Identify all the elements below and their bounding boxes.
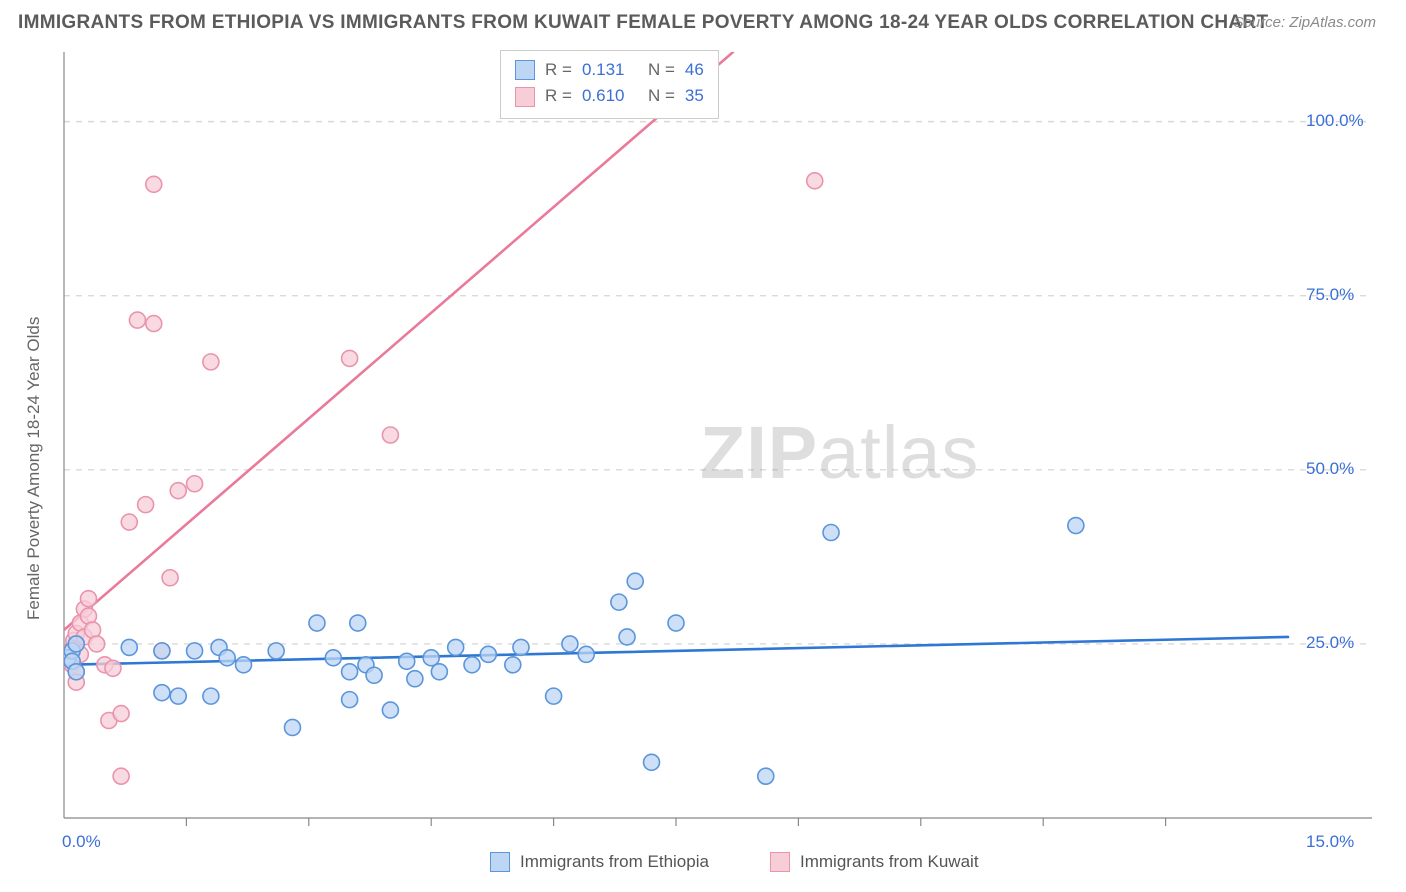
n-label: N = [648,57,675,83]
y-tick-label: 100.0% [1306,111,1364,131]
r-value: 0.131 [582,57,638,83]
swatch-kuwait-icon [770,852,790,872]
y-tick-label: 50.0% [1306,459,1354,479]
scatter-plot [58,48,1378,838]
legend-kuwait: Immigrants from Kuwait [770,852,979,872]
source-label: Source: ZipAtlas.com [1233,14,1376,31]
y-tick-label: 75.0% [1306,285,1354,305]
chart-title: IMMIGRANTS FROM ETHIOPIA VS IMMIGRANTS F… [18,12,1268,34]
r-value: 0.610 [582,83,638,109]
swatch-ethiopia-icon [490,852,510,872]
r-label: R = [545,83,572,109]
x-tick-label: 15.0% [1306,832,1354,852]
x-tick-label: 0.0% [62,832,101,852]
stat-row-ethiopia: R = 0.131 N = 46 [515,57,704,83]
legend-label: Immigrants from Ethiopia [520,852,709,872]
legend-label: Immigrants from Kuwait [800,852,979,872]
legend-ethiopia: Immigrants from Ethiopia [490,852,709,872]
stat-row-kuwait: R = 0.610 N = 35 [515,83,704,109]
n-value: 46 [685,57,704,83]
swatch-ethiopia-icon [515,60,535,80]
chart-svg [58,48,1378,838]
y-tick-label: 25.0% [1306,633,1354,653]
n-label: N = [648,83,675,109]
y-axis-label: Female Poverty Among 18-24 Year Olds [24,317,44,620]
swatch-kuwait-icon [515,87,535,107]
r-label: R = [545,57,572,83]
correlation-stats-box: R = 0.131 N = 46 R = 0.610 N = 35 [500,50,719,119]
n-value: 35 [685,83,704,109]
